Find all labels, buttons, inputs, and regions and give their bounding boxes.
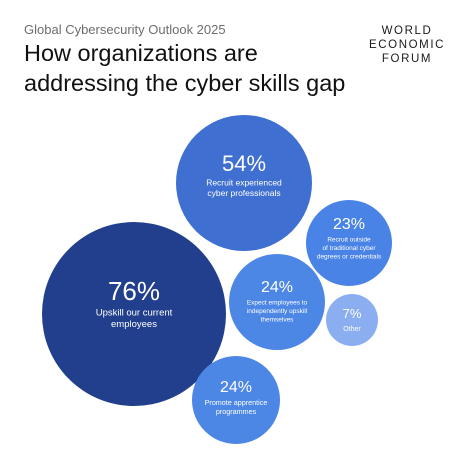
bubble-value-2: 23%: [333, 216, 365, 233]
bubble-circle-2: [306, 200, 392, 286]
chart-subtitle: Global Cybersecurity Outlook 2025: [24, 22, 226, 37]
bubble-circle-3: [229, 254, 325, 350]
bubble-label-2-0: Recruit outside: [327, 237, 371, 244]
logo-line-economic: ECONOMIC: [368, 39, 446, 51]
bubble-value-3: 24%: [261, 279, 293, 296]
bubble-label-4-1: programmes: [216, 407, 257, 416]
bubble-value-4: 24%: [220, 379, 252, 396]
logo-line-world: WORLD: [381, 25, 433, 37]
chart-title: How organizations are addressing the cyb…: [24, 40, 346, 96]
bubble-label-4-0: Promote apprentice: [205, 398, 268, 407]
bubble-value-1: 54%: [222, 151, 266, 176]
bubble-label-1-1: cyber professionals: [207, 188, 280, 198]
bubble-label-0-1: employees: [111, 319, 157, 330]
bubble-label-3-1: independently upskill: [247, 308, 308, 315]
bubble-label-2-2: degrees or credentials: [317, 254, 382, 261]
bubble-label-3-2: themselves: [261, 317, 295, 324]
logo-line-forum: FORUM: [381, 53, 433, 65]
bubble-circle-1: [176, 115, 312, 251]
bubble-value-0: 76%: [108, 276, 160, 306]
bubble-5: 7% Other: [326, 294, 378, 346]
bubble-label-1-0: Recruit experienced: [206, 178, 282, 188]
bubble-value-5: 7%: [343, 306, 362, 321]
bubble-label-2-1: of traditional cyber: [322, 245, 376, 252]
wef-logo: WORLD ECONOMIC FORUM: [357, 24, 457, 66]
bubble-circle-0: [42, 222, 226, 406]
bubble-label-5-0: Other: [343, 326, 361, 333]
bubble-circle-5: [326, 294, 378, 346]
bubble-circle-4: [192, 356, 280, 444]
bubble-label-3-0: Expect employees to: [247, 300, 308, 307]
bubble-label-0-0: Upskill our current: [96, 308, 173, 319]
